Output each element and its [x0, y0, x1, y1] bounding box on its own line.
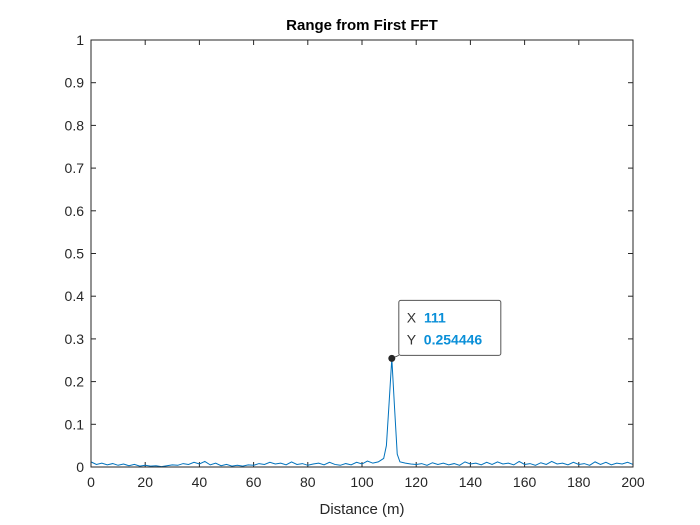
x-tick-label: 140	[459, 474, 483, 490]
x-tick-label: 160	[513, 474, 537, 490]
y-tick-label: 0.3	[65, 331, 85, 347]
y-tick-label: 0	[76, 459, 84, 475]
x-axis-label: Distance (m)	[319, 501, 404, 518]
y-tick-label: 0.8	[65, 117, 85, 133]
y-tick-label: 0.1	[65, 416, 85, 432]
datatip-y-row: Y 0.254446	[407, 331, 483, 347]
y-tick-labels: 0 0.1 0.2 0.3 0.4 0.5 0.6 0.7 0.8 0.9 1	[65, 32, 85, 475]
plot-background	[91, 40, 633, 467]
x-tick-label: 120	[405, 474, 429, 490]
datatip-x-value: 111	[424, 309, 446, 325]
x-tick-labels: 0 20 40 60 80 100 120 140 160 180 200	[87, 474, 645, 490]
series-line	[90, 358, 634, 468]
x-tick-label: 200	[621, 474, 645, 490]
y-tick-label: 0.4	[65, 288, 85, 304]
datatip-y-label: Y	[407, 331, 417, 347]
x-tick-label: 40	[192, 474, 208, 490]
datatip-y-value: 0.254446	[424, 331, 483, 347]
datatip-box	[398, 299, 502, 356]
x-tick-label: 20	[137, 474, 153, 490]
datatip[interactable]: X 111 Y 0.254446	[388, 299, 502, 362]
x-tick-label: 80	[300, 474, 316, 490]
y-tick-label: 0.7	[65, 160, 85, 176]
plot-frame	[90, 39, 634, 468]
chart-title: Range from First FFT	[286, 17, 438, 34]
x-tick-label: 0	[87, 474, 95, 490]
x-tick-label: 100	[350, 474, 374, 490]
y-tick-label: 0.2	[65, 374, 85, 390]
datatip-x-row: X 111	[407, 309, 446, 325]
x-tick-label: 180	[567, 474, 591, 490]
y-tick-label: 0.5	[65, 246, 85, 262]
y-tick-label: 0.6	[65, 203, 85, 219]
y-tick-label: 0.9	[65, 75, 85, 91]
y-tick-label: 1	[76, 32, 84, 48]
x-tick-label: 60	[246, 474, 262, 490]
datatip-marker[interactable]	[388, 354, 396, 362]
datatip-x-label: X	[407, 309, 417, 325]
